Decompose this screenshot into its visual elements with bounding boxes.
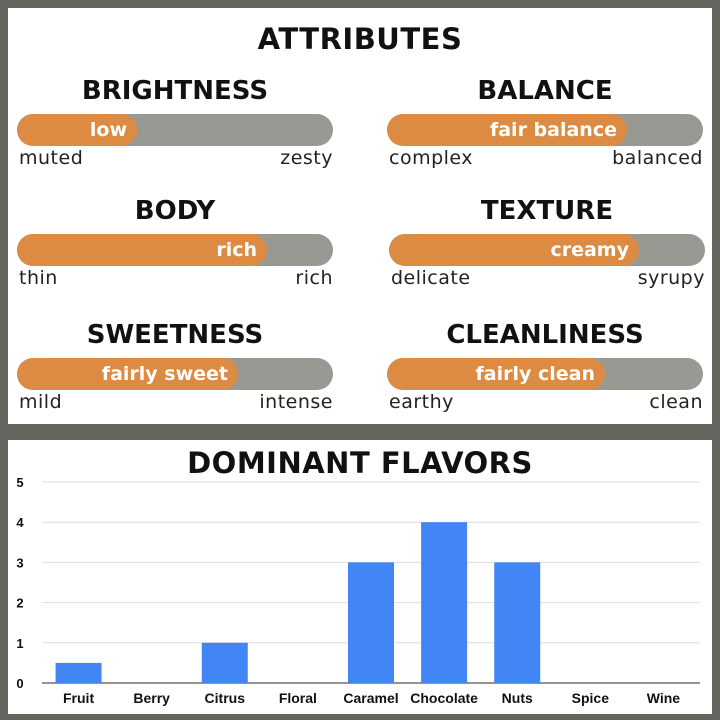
attribute-fill xyxy=(387,358,605,390)
x-tick-label: Fruit xyxy=(63,690,94,706)
chart-title: DOMINANT FLAVORS xyxy=(187,446,533,480)
attribute-track: creamy xyxy=(389,234,705,266)
y-tick-label: 2 xyxy=(16,596,23,611)
attribute-right-label: clean xyxy=(649,391,703,413)
y-tick-label: 0 xyxy=(16,676,23,691)
attribute-value: fairly sweet xyxy=(101,363,228,385)
x-tick-label: Wine xyxy=(647,690,681,706)
attribute-name: BALANCE xyxy=(477,76,613,106)
attribute-value: fairly clean xyxy=(475,363,596,385)
flavors-panel: 0 1 2 3 4 5 Fruit Berry Citrus Floral Caramel Choco… xyxy=(8,440,712,714)
x-tick-label: Berry xyxy=(133,690,170,706)
attribute-left-label: mild xyxy=(19,391,63,413)
bar-nuts xyxy=(494,562,541,683)
attribute-right-label: zesty xyxy=(280,147,333,169)
attribute-track: rich xyxy=(17,234,333,266)
attribute-right-label: balanced xyxy=(612,147,703,169)
attribute-track: fairly clean xyxy=(387,358,703,390)
attribute-name: TEXTURE xyxy=(480,196,614,226)
attribute-sweetness: SWEETNESS fairly sweet mild intense xyxy=(17,320,333,413)
y-tick-label: 4 xyxy=(16,515,24,530)
attribute-track: low xyxy=(17,114,333,146)
attribute-fill xyxy=(17,234,267,266)
attribute-name: CLEANLINESS xyxy=(446,320,644,350)
bar-citrus xyxy=(201,642,248,683)
flavor-bar-chart: 0 1 2 3 4 5 Fruit Berry Citrus Floral Caramel Choco… xyxy=(16,475,700,706)
attributes-title: ATTRIBUTES xyxy=(257,22,463,56)
y-tick-label: 5 xyxy=(16,475,23,490)
attribute-name: BRIGHTNESS xyxy=(81,76,269,106)
y-tick-label: 3 xyxy=(16,555,23,570)
attribute-value: rich xyxy=(216,239,257,261)
bar-chocolate xyxy=(421,522,468,683)
attribute-name: BODY xyxy=(134,196,216,226)
attributes-panel: ATTRIBUTES BRIGHTNESS low muted zesty BA… xyxy=(8,8,712,424)
x-tick-label: Floral xyxy=(279,690,317,706)
bar-caramel xyxy=(348,562,394,683)
attribute-brightness: BRIGHTNESS low muted zesty xyxy=(17,76,333,169)
x-tick-label: Spice xyxy=(572,690,610,706)
attribute-texture: TEXTURE creamy delicate syrupy xyxy=(389,196,705,289)
attribute-fill xyxy=(387,114,627,146)
x-tick-label: Nuts xyxy=(502,690,533,706)
attribute-left-label: thin xyxy=(19,267,58,289)
attribute-left-label: earthy xyxy=(389,391,454,413)
attribute-left-label: muted xyxy=(19,147,84,169)
x-tick-label: Caramel xyxy=(343,690,398,706)
attribute-name: SWEETNESS xyxy=(86,320,264,350)
attribute-value: creamy xyxy=(550,239,629,261)
attribute-left-label: complex xyxy=(389,147,474,169)
attribute-balance: BALANCE fair balance complex balanced xyxy=(387,76,703,169)
attribute-right-label: intense xyxy=(259,391,333,413)
x-tick-label: Chocolate xyxy=(410,690,478,706)
bar-fruit xyxy=(55,662,102,683)
attribute-fill xyxy=(17,114,137,146)
x-tick-label: Citrus xyxy=(205,690,246,706)
attribute-cleanliness: CLEANLINESS fairly clean earthy clean xyxy=(387,320,703,413)
attribute-fill xyxy=(17,358,238,390)
attribute-right-label: syrupy xyxy=(637,267,705,289)
attribute-value: low xyxy=(89,119,127,141)
attribute-track: fair balance xyxy=(387,114,703,146)
attribute-body: BODY rich thin rich xyxy=(17,196,333,289)
attribute-track: fairly sweet xyxy=(17,358,333,390)
attribute-value: fair balance xyxy=(489,119,617,141)
attribute-fill xyxy=(389,234,639,266)
attribute-right-label: rich xyxy=(295,267,333,289)
y-tick-label: 1 xyxy=(16,636,23,651)
attribute-left-label: delicate xyxy=(391,267,471,289)
